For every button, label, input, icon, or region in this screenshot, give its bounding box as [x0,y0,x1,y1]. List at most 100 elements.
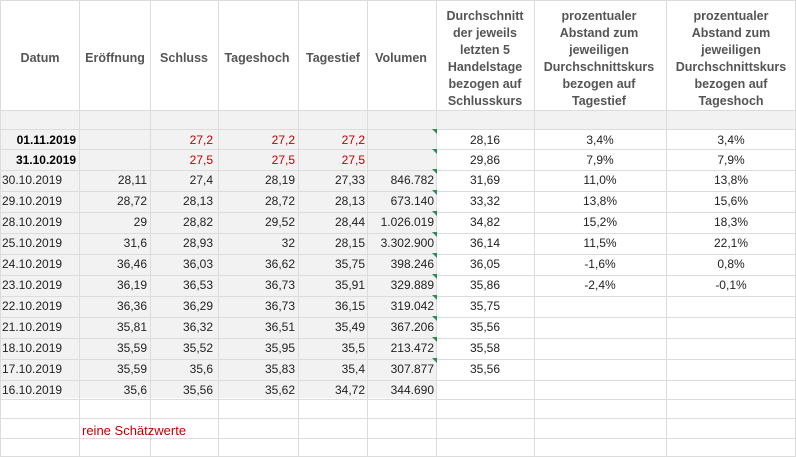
close-cell[interactable]: 36,32 [182,320,213,334]
open-cell[interactable]: 36,36 [116,299,147,313]
avg-cell[interactable]: 36,14 [469,236,501,250]
high-cell[interactable]: 28,72 [264,194,295,208]
header-schluss[interactable]: Schluss [160,51,208,65]
high-cell[interactable]: 35,95 [264,341,295,355]
date-cell[interactable]: 30.10.2019 [2,173,63,187]
high-cell[interactable]: 27,2 [271,133,295,147]
close-cell[interactable]: 27,5 [189,153,213,167]
close-cell[interactable]: 27,2 [189,133,213,147]
pct-low-cell[interactable]: -2,4% [584,278,616,292]
low-cell[interactable]: 28,15 [334,236,365,250]
close-cell[interactable]: 35,6 [189,362,213,376]
pct-high-cell[interactable]: 15,6% [713,194,749,208]
pct-high-cell[interactable]: 22,1% [713,236,749,250]
volume-cell[interactable]: 344.690 [390,383,434,397]
date-cell[interactable]: 21.10.2019 [2,320,63,334]
high-cell[interactable]: 35,62 [264,383,295,397]
high-cell[interactable]: 36,73 [264,299,295,313]
header-abstand-tagestief[interactable]: prozentualer Abstand zum jeweiligen Durchsc… [534,8,664,110]
close-cell[interactable]: 28,93 [182,236,213,250]
open-cell[interactable]: 28,72 [116,194,147,208]
date-cell[interactable]: 23.10.2019 [2,278,63,292]
open-cell[interactable]: 36,46 [116,257,147,271]
low-cell[interactable]: 35,49 [334,320,365,334]
header-volumen[interactable]: Volumen [375,51,427,65]
close-cell[interactable]: 28,82 [182,215,213,229]
low-cell[interactable]: 35,5 [341,341,365,355]
date-cell[interactable]: 28.10.2019 [2,215,63,229]
avg-cell[interactable]: 35,58 [469,341,501,355]
avg-cell[interactable]: 35,56 [469,320,501,334]
pct-low-cell[interactable]: 7,9% [586,153,614,167]
high-cell[interactable]: 27,5 [271,153,295,167]
close-cell[interactable]: 27,4 [189,173,213,187]
close-cell[interactable]: 28,13 [182,194,213,208]
avg-cell[interactable]: 36,05 [469,257,501,271]
pct-high-cell[interactable]: 13,8% [713,173,749,187]
open-cell[interactable]: 35,81 [116,320,147,334]
pct-high-cell[interactable]: 18,3% [713,215,749,229]
high-cell[interactable]: 32 [281,236,295,250]
volume-cell[interactable]: 307.877 [390,362,434,376]
volume-cell[interactable]: 1.026.019 [380,215,434,229]
header-datum[interactable]: Datum [20,51,60,65]
high-cell[interactable]: 35,83 [264,362,295,376]
low-cell[interactable]: 27,33 [334,173,365,187]
date-cell[interactable]: 16.10.2019 [2,383,63,397]
open-cell[interactable]: 29 [133,215,147,229]
pct-high-cell[interactable]: 7,9% [717,153,745,167]
volume-cell[interactable]: 398.246 [390,257,434,271]
pct-high-cell[interactable]: 0,8% [717,257,745,271]
close-cell[interactable]: 35,56 [182,383,213,397]
avg-cell[interactable]: 34,82 [469,215,501,229]
avg-cell[interactable]: 35,75 [469,299,501,313]
pct-high-cell[interactable]: 3,4% [717,133,745,147]
pct-low-cell[interactable]: 3,4% [586,133,614,147]
header-durchschnitt[interactable]: Durchschnitt der jeweils letzten 5 Handelst… [437,8,533,110]
pct-low-cell[interactable]: 11,5% [583,236,617,250]
pct-low-cell[interactable]: -1,6% [584,257,616,271]
low-cell[interactable]: 36,15 [334,299,365,313]
low-cell[interactable]: 34,72 [334,383,365,397]
date-cell[interactable]: 17.10.2019 [2,362,63,376]
avg-cell[interactable]: 35,56 [469,362,501,376]
open-cell[interactable]: 35,59 [116,341,147,355]
low-cell[interactable]: 27,2 [341,133,365,147]
volume-cell[interactable]: 367.206 [390,320,434,334]
high-cell[interactable]: 36,51 [264,320,295,334]
low-cell[interactable]: 35,4 [341,362,365,376]
low-cell[interactable]: 35,75 [334,257,365,271]
avg-cell[interactable]: 31,69 [469,173,501,187]
volume-cell[interactable]: 846.782 [390,173,434,187]
date-cell[interactable]: 24.10.2019 [2,257,63,271]
low-cell[interactable]: 35,91 [334,278,365,292]
open-cell[interactable]: 36,19 [116,278,147,292]
avg-cell[interactable]: 35,86 [469,278,501,292]
open-cell[interactable]: 35,59 [116,362,147,376]
pct-high-cell[interactable]: -0,1% [715,278,747,292]
close-cell[interactable]: 36,29 [182,299,213,313]
date-cell[interactable]: 29.10.2019 [2,194,63,208]
close-cell[interactable]: 36,03 [182,257,213,271]
header-eroeffnung[interactable]: Eröffnung [85,51,145,65]
open-cell[interactable]: 31,6 [123,236,147,250]
open-cell[interactable]: 35,6 [123,383,147,397]
avg-cell[interactable]: 28,16 [469,133,501,147]
close-cell[interactable]: 35,52 [182,341,213,355]
volume-cell[interactable]: 319.042 [390,299,434,313]
pct-low-cell[interactable]: 13,8% [582,194,618,208]
header-tageshoch[interactable]: Tageshoch [224,51,290,65]
pct-low-cell[interactable]: 11,0% [583,173,617,187]
high-cell[interactable]: 29,52 [264,215,295,229]
date-cell[interactable]: 18.10.2019 [2,341,63,355]
low-cell[interactable]: 28,13 [334,194,365,208]
header-abstand-tageshoch[interactable]: prozentualer Abstand zum jeweiligen Durchsc… [666,8,796,110]
date-cell[interactable]: 31.10.2019 [15,153,76,167]
low-cell[interactable]: 27,5 [341,153,365,167]
avg-cell[interactable]: 33,32 [469,194,501,208]
open-cell[interactable]: 28,11 [117,173,147,187]
high-cell[interactable]: 36,73 [264,278,295,292]
header-tagestief[interactable]: Tagestief [306,51,360,65]
avg-cell[interactable]: 29,86 [469,153,501,167]
volume-cell[interactable]: 213.472 [390,341,434,355]
